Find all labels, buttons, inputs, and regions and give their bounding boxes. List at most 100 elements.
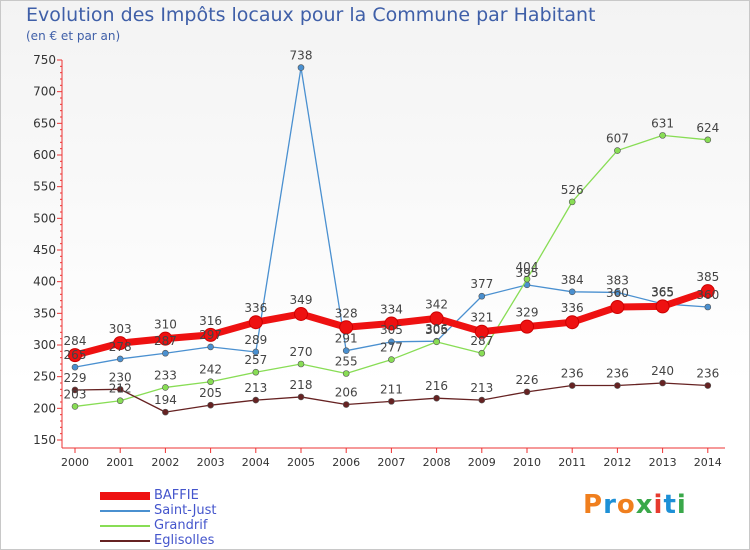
data-label-grandrif: 631 [651, 116, 674, 130]
legend-label: Grandrif [154, 518, 208, 533]
legend-swatch [100, 509, 150, 512]
data-label-baffie: 284 [64, 334, 87, 348]
data-label-saint-just: 384 [561, 273, 584, 287]
data-point-saint-just [478, 292, 486, 300]
y-tick-label: 600 [33, 148, 56, 162]
y-tick-label: 750 [33, 53, 56, 67]
y-tick-label: 250 [33, 370, 56, 384]
data-point-eglisolles [162, 408, 169, 416]
logo-letter: P [583, 490, 604, 520]
data-label-saint-just: 297 [199, 328, 222, 342]
data-label-eglisolles: 216 [425, 379, 448, 393]
data-label-grandrif: 255 [335, 355, 358, 369]
data-point-baffie [113, 336, 128, 351]
x-tick-label: 2000 [61, 456, 89, 469]
data-point-saint-just [297, 64, 305, 71]
data-point-grandrif [71, 403, 79, 410]
data-label-baffie: 328 [335, 306, 358, 320]
legend-label: Eglisolles [154, 533, 215, 548]
data-label-eglisolles: 213 [470, 381, 493, 395]
data-point-grandrif [568, 198, 576, 206]
chart-legend: BAFFIE Saint-Just Grandrif Eglisolles [100, 488, 217, 548]
data-label-grandrif: 277 [380, 341, 403, 355]
data-label-eglisolles: 206 [335, 386, 358, 400]
data-point-baffie [474, 324, 489, 339]
legend-swatch [100, 539, 150, 542]
data-label-eglisolles: 236 [696, 367, 719, 381]
y-tick-label: 300 [33, 338, 56, 352]
data-label-grandrif: 526 [561, 183, 584, 197]
x-tick-label: 2002 [151, 456, 179, 469]
data-point-saint-just [162, 349, 169, 357]
y-tick-label: 200 [33, 401, 56, 415]
data-point-grandrif [252, 368, 260, 376]
logo-letter: t [663, 490, 677, 520]
data-point-eglisolles [478, 396, 486, 404]
data-label-saint-just: 360 [696, 288, 719, 302]
data-label-saint-just: 287 [154, 334, 177, 348]
data-point-baffie [384, 316, 399, 331]
x-tick-label: 2001 [106, 456, 134, 469]
data-point-eglisolles [297, 393, 305, 401]
data-label-baffie: 334 [380, 302, 403, 316]
data-label-saint-just: 395 [516, 266, 539, 280]
x-tick-label: 2008 [423, 456, 451, 469]
proxiti-logo: Proxiti [583, 490, 687, 520]
data-label-eglisolles: 230 [109, 370, 132, 384]
data-point-baffie [68, 348, 82, 363]
legend-label: BAFFIE [154, 488, 199, 503]
data-point-saint-just [252, 348, 260, 356]
data-point-baffie [520, 319, 534, 334]
data-point-grandrif [388, 356, 395, 363]
data-label-baffie: 336 [561, 301, 584, 315]
data-label-grandrif: 212 [109, 382, 132, 396]
data-point-baffie [429, 311, 444, 326]
logo-letter: i [676, 490, 687, 520]
legend-swatch [100, 491, 150, 500]
data-label-eglisolles: 211 [380, 382, 403, 396]
data-label-saint-just: 289 [244, 333, 267, 347]
data-label-eglisolles: 236 [561, 367, 584, 381]
chart-title: Evolution des Impôts locaux pour la Comm… [26, 4, 596, 26]
data-point-grandrif [523, 275, 531, 283]
data-label-baffie: 303 [109, 322, 132, 336]
data-label-eglisolles: 213 [244, 381, 267, 395]
data-point-grandrif [297, 360, 305, 368]
data-point-baffie [339, 320, 354, 335]
data-label-baffie: 316 [199, 314, 222, 328]
data-label-saint-just: 383 [606, 273, 629, 287]
y-tick-label: 350 [33, 306, 56, 320]
data-point-baffie [610, 300, 625, 314]
logo-letter: x [635, 490, 654, 520]
legend-item-saint-just: Saint-Just [100, 503, 217, 518]
data-label-grandrif: 203 [64, 387, 87, 401]
logo-letter: o [616, 490, 636, 520]
data-point-saint-just [342, 347, 350, 355]
legend-swatch [100, 524, 150, 527]
data-point-baffie [248, 315, 263, 330]
data-label-grandrif: 233 [154, 368, 177, 382]
data-point-grandrif [116, 397, 124, 405]
data-label-eglisolles: 218 [290, 378, 313, 392]
data-point-grandrif [207, 378, 214, 386]
x-tick-label: 2013 [649, 456, 677, 469]
data-label-grandrif: 287 [470, 334, 493, 348]
data-point-eglisolles [568, 382, 576, 389]
data-label-baffie: 329 [516, 306, 539, 320]
data-label-baffie: 321 [470, 311, 493, 325]
data-label-baffie: 349 [290, 293, 313, 307]
x-tick-label: 2007 [377, 456, 405, 469]
data-label-saint-just: 365 [651, 285, 674, 299]
data-point-eglisolles [388, 398, 395, 405]
data-label-eglisolles: 236 [606, 367, 629, 381]
legend-item-grandrif: Grandrif [100, 518, 217, 533]
data-label-saint-just: 291 [335, 332, 358, 346]
data-label-eglisolles: 229 [64, 371, 87, 385]
data-point-grandrif [162, 384, 169, 391]
data-label-saint-just: 377 [470, 277, 493, 291]
legend-item-baffie: BAFFIE [100, 488, 217, 503]
data-point-grandrif [704, 136, 712, 144]
logo-letter: i [653, 490, 664, 520]
data-point-grandrif [614, 147, 621, 154]
